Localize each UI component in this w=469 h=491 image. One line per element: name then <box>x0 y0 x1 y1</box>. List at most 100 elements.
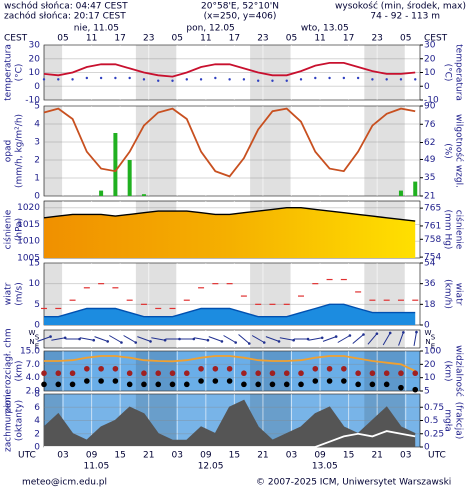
arrow-head <box>106 340 109 343</box>
dot <box>42 78 46 81</box>
arrow-head <box>120 341 123 344</box>
tick-label: 35 <box>424 173 435 183</box>
dot <box>98 378 104 384</box>
wind-arrow <box>223 335 237 344</box>
tick-label: 15 <box>29 259 40 269</box>
dot <box>155 381 162 388</box>
y-axis-label: (°C) <box>15 64 25 82</box>
arrow-shaft <box>279 337 294 341</box>
night-band <box>364 106 405 196</box>
tick-label: 30 <box>424 41 436 51</box>
dot <box>126 381 133 388</box>
night-band <box>250 263 291 325</box>
tick-label: 90 <box>424 102 436 112</box>
y2-axis-label: (°C) <box>443 64 453 82</box>
y2-axis-label: temperatura <box>454 44 464 101</box>
dot <box>226 365 233 372</box>
area-outline <box>43 207 416 222</box>
dot <box>183 381 190 388</box>
tick-label: 1015 <box>17 220 40 230</box>
arrow-head <box>306 337 310 341</box>
dot <box>57 78 60 81</box>
wind-arrow <box>251 335 266 344</box>
tick-label: 5 <box>34 102 40 112</box>
sunrise: wschód słońca: 04:47 CEST <box>4 1 128 12</box>
dot <box>112 365 119 372</box>
night-band <box>364 330 405 348</box>
footer-left: meteo@icm.edu.pl <box>22 478 107 488</box>
tick-label: 15.0 <box>20 347 40 357</box>
tick-label: 2 <box>34 156 40 166</box>
arrow-shaft <box>137 336 151 342</box>
arrow-shaft <box>151 337 166 341</box>
night-band <box>135 106 177 196</box>
dot <box>369 381 376 388</box>
dot <box>142 78 146 81</box>
y-axis-label: pion. rozciągł. chm <box>4 328 14 413</box>
bar <box>413 181 418 196</box>
dot <box>85 76 89 80</box>
direction-label: S <box>431 334 436 342</box>
dot <box>314 76 317 80</box>
direction-label: W <box>29 329 36 337</box>
y2-axis-label: ciśnienie <box>454 210 465 250</box>
top-hour: 17 <box>343 34 354 44</box>
arrow-head <box>388 331 392 335</box>
arrow-head <box>277 340 281 343</box>
dot <box>98 365 104 372</box>
dot <box>41 370 47 377</box>
tick-label: 7.0 <box>26 360 41 370</box>
dot <box>169 381 176 388</box>
dot <box>312 365 319 372</box>
dot <box>71 78 74 81</box>
dot <box>126 370 133 377</box>
tick-label: 6 <box>34 403 40 413</box>
arrow-shaft <box>194 337 209 341</box>
tick-label: 758 <box>424 235 441 245</box>
arrow-head <box>220 340 224 343</box>
tick-label: 3 <box>34 138 40 148</box>
dot <box>141 381 147 388</box>
arrow-head <box>247 342 251 345</box>
bottom-date: 11.05 <box>83 462 109 472</box>
direction-label: E <box>431 343 435 351</box>
bar <box>99 190 104 196</box>
tick-label: 0 <box>34 321 40 331</box>
tick-label: 1 <box>34 174 40 184</box>
wind-arrow <box>109 335 123 344</box>
dot <box>341 365 347 372</box>
arrow-shaft <box>238 334 250 344</box>
tick-label: 10 <box>424 68 436 78</box>
tick-label: -10 <box>424 96 439 106</box>
top-day: pon, 12.05 <box>186 24 234 34</box>
y-axis-label: wiatr <box>4 282 14 305</box>
tick-label: 765 <box>424 204 441 214</box>
y-axis-label: (hPa) <box>15 218 25 241</box>
dot <box>242 78 246 81</box>
wind-arrow <box>194 337 210 342</box>
dot <box>298 370 304 377</box>
dot <box>326 365 333 372</box>
top-hour: 17 <box>114 34 125 44</box>
direction-label: W <box>425 329 432 337</box>
tick-label: 0.25 <box>424 429 444 439</box>
tick-label: 1010 <box>17 237 40 247</box>
wind-arrow <box>398 331 405 346</box>
y2-axis-label: (%) <box>443 143 453 159</box>
tick-label: 4.0 <box>26 373 41 383</box>
night-band <box>250 330 291 348</box>
arrow-head <box>192 337 196 341</box>
dot <box>371 78 374 81</box>
arrow-head <box>134 341 138 344</box>
dot <box>199 78 203 81</box>
tick-label: 0 <box>424 321 430 331</box>
dot <box>155 370 162 377</box>
y-axis-label: temperatura <box>4 44 14 101</box>
night-band <box>364 45 405 100</box>
tick-label: 0 <box>34 443 40 453</box>
wind-arrow <box>179 337 196 341</box>
tick-label: 0 <box>34 82 40 92</box>
bottom-hour: 09 <box>86 451 98 461</box>
arrow-shaft <box>382 332 391 346</box>
area-outline <box>43 399 416 442</box>
